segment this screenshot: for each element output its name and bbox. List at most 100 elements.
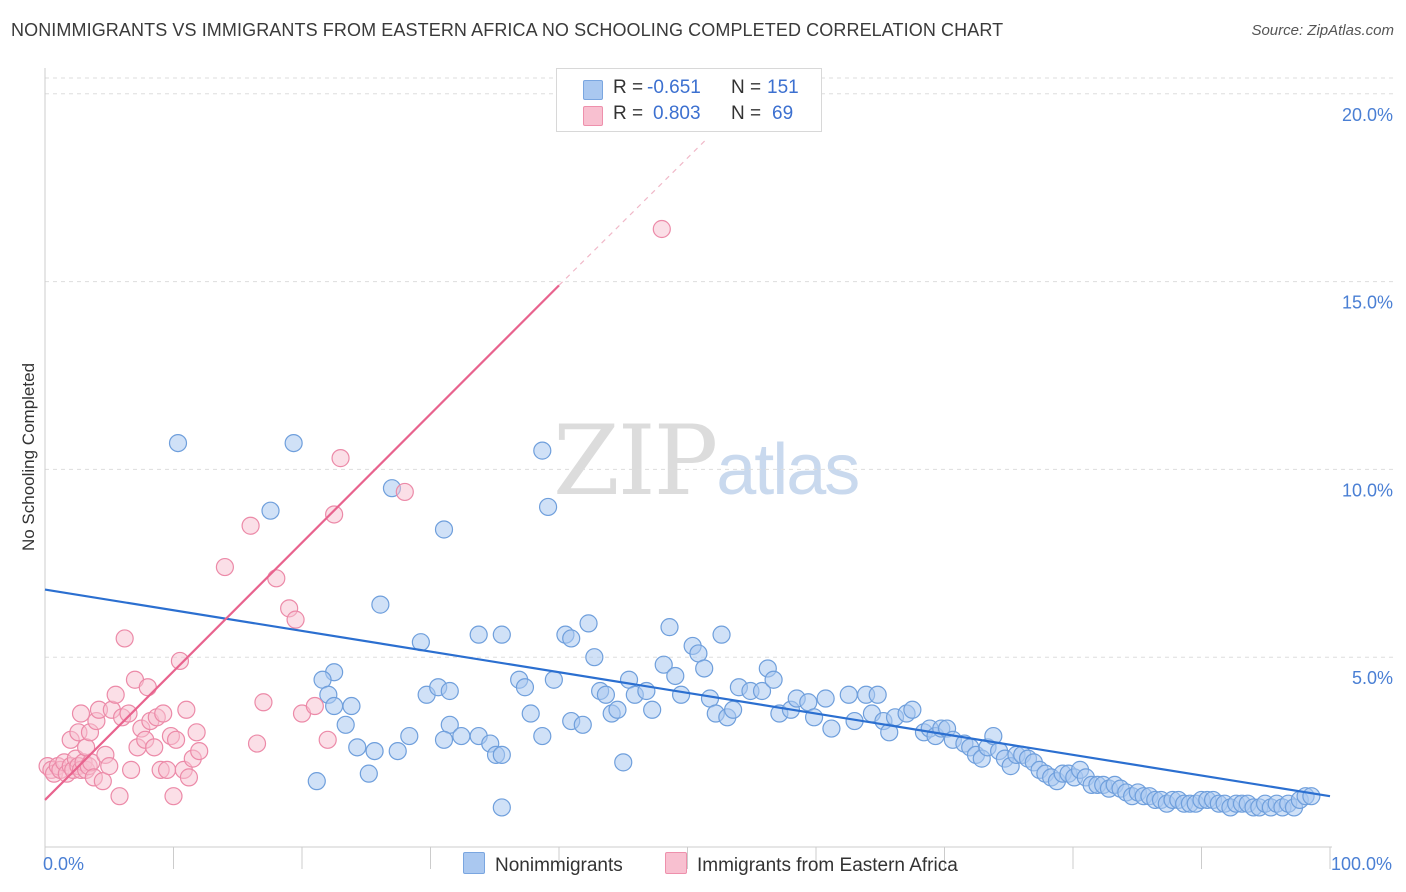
immigrant-point	[145, 738, 164, 757]
nonimmigrant-point	[325, 696, 344, 716]
nonimmigrant-point	[538, 497, 558, 517]
tick-labels: 5.0% 10.0% 15.0% 20.0% 0.0% 100.0%	[43, 105, 1393, 874]
chart-title: NONIMMIGRANTS VS IMMIGRANTS FROM EASTERN…	[11, 20, 1004, 40]
source-label: Source: ZipAtlas.com	[1251, 22, 1394, 39]
immigrant-point	[138, 678, 157, 697]
bottom-legend-swatch-pink	[665, 852, 687, 874]
nonimmigrant-point	[608, 700, 627, 719]
nonimmigrant-point	[515, 678, 535, 697]
axes	[44, 68, 1332, 869]
nonimmigrant-point	[654, 655, 673, 674]
immigrants-points	[38, 219, 671, 806]
immigrant-point	[286, 610, 305, 629]
legend-r-value: 0.803	[653, 103, 701, 124]
immigrants-trend-extension	[558, 138, 708, 286]
nonimmigrant-point	[614, 753, 633, 772]
immigrant-point	[93, 772, 112, 791]
nonimmigrant-point	[359, 764, 378, 783]
nonimmigrant-point	[752, 681, 772, 701]
legend-r-label: R =	[613, 103, 644, 124]
nonimmigrant-point	[168, 433, 188, 453]
nonimmigrants-trend-line	[44, 588, 1331, 798]
y-tick-label: 10.0%	[1342, 480, 1393, 500]
immigrant-point	[119, 704, 138, 723]
legend-r-value: -0.651	[647, 77, 701, 98]
bottom-legend-swatch-blue	[463, 852, 485, 874]
nonimmigrant-point	[822, 719, 841, 738]
nonimmigrant-point	[903, 700, 922, 719]
immigrant-point	[187, 723, 206, 742]
nonimmigrant-point	[666, 666, 685, 686]
legend-r-label: R =	[613, 77, 644, 98]
nonimmigrant-point	[452, 726, 471, 746]
nonimmigrant-point	[868, 685, 887, 704]
immigrant-point	[247, 734, 267, 753]
watermark-zip: ZIP	[553, 405, 718, 517]
immigrant-point	[267, 569, 286, 588]
immigrant-point	[177, 700, 196, 719]
nonimmigrant-point	[816, 689, 835, 708]
legend-n-value: 151	[767, 77, 799, 98]
nonimmigrant-point	[284, 433, 303, 453]
nonimmigrant-point	[388, 741, 407, 761]
y-tick-label: 5.0%	[1352, 668, 1393, 688]
immigrant-point	[154, 704, 173, 723]
immigrant-point	[121, 760, 141, 779]
nonimmigrant-point	[371, 595, 390, 614]
nonimmigrant-point	[1302, 787, 1321, 806]
nonimmigrant-point	[434, 520, 454, 539]
nonimmigrant-point	[764, 670, 783, 689]
nonimmigrant-point	[434, 730, 454, 749]
watermark: ZIPatlas	[553, 405, 860, 517]
legend-n-label: N =	[731, 103, 762, 124]
nonimmigrants-points	[168, 433, 1321, 817]
immigrant-point	[157, 760, 177, 779]
immigrant-point	[115, 629, 134, 648]
immigrants-trend-line	[44, 284, 560, 801]
bottom-legend-immigrants: Immigrants from Eastern Africa	[665, 852, 958, 877]
immigrant-point	[325, 505, 344, 524]
immigrant-point	[331, 449, 350, 468]
immigrant-point	[179, 768, 199, 787]
legend-swatch-blue	[583, 80, 603, 100]
y-tick-label: 20.0%	[1342, 105, 1393, 125]
y-tick-label: 15.0%	[1342, 293, 1393, 313]
immigrant-point	[106, 685, 125, 704]
correlation-legend: R = -0.651 N = 151 R = 0.803 N = 69	[556, 68, 822, 132]
immigrant-point	[318, 730, 337, 749]
nonimmigrant-point	[585, 648, 604, 667]
legend-n-label: N =	[731, 77, 762, 98]
immigrant-point	[241, 516, 260, 535]
nonimmigrant-point	[521, 704, 540, 723]
nonimmigrant-point	[492, 798, 511, 817]
nonimmigrant-point	[562, 629, 581, 648]
bottom-legend-label-blue: Nonimmigrants	[495, 855, 623, 876]
bottom-legend-label-pink: Immigrants from Eastern Africa	[697, 855, 958, 876]
immigrant-point	[170, 651, 190, 671]
nonimmigrant-point	[573, 715, 592, 734]
immigrant-point	[305, 696, 324, 716]
immigrant-point	[215, 557, 234, 577]
nonimmigrant-point	[544, 670, 563, 689]
trend-lines	[44, 138, 1331, 801]
legend-n-value: 69	[772, 103, 794, 124]
nonimmigrant-point	[839, 685, 858, 704]
nonimmigrant-point	[671, 685, 691, 704]
immigrant-point	[71, 704, 91, 723]
nonimmigrant-point	[596, 685, 616, 704]
nonimmigrant-point	[440, 681, 459, 701]
nonimmigrant-point	[307, 772, 326, 791]
nonimmigrant-point	[469, 625, 488, 644]
nonimmigrant-point	[695, 659, 714, 678]
nonimmigrant-point	[400, 726, 419, 746]
immigrant-point	[164, 787, 183, 806]
immigrant-point	[166, 730, 186, 749]
nonimmigrant-point	[342, 696, 361, 716]
x-tick-label: 0.0%	[43, 854, 84, 874]
nonimmigrant-point	[579, 614, 598, 633]
immigrant-point	[652, 219, 671, 239]
nonimmigrant-point	[365, 741, 384, 761]
nonimmigrant-point	[643, 700, 662, 719]
immigrant-point	[110, 787, 129, 806]
